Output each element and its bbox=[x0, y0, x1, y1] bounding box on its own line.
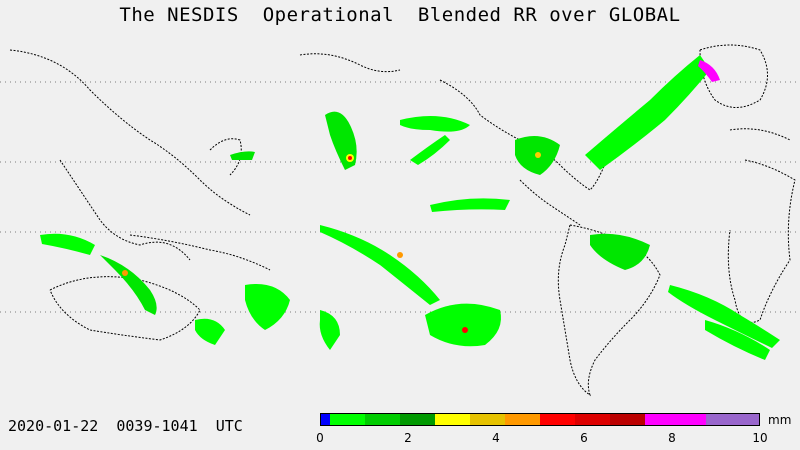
colorbar-segment bbox=[399, 414, 435, 425]
coastline-japan bbox=[209, 138, 242, 176]
map-title: The NESDIS Operational Blended RR over G… bbox=[119, 4, 681, 26]
coastline-europe-africa bbox=[727, 128, 796, 323]
colorbar-segment bbox=[539, 414, 575, 425]
coastline-australia bbox=[49, 276, 201, 341]
colorbar-segment bbox=[574, 414, 610, 425]
colorbar-tick-label: 8 bbox=[668, 431, 676, 445]
colorbar-segment bbox=[610, 414, 646, 425]
colorbar-tick-label: 4 bbox=[492, 431, 500, 445]
coastline-indonesia bbox=[129, 234, 271, 271]
rainfall-colorbar bbox=[320, 413, 760, 426]
colorbar-segment bbox=[329, 414, 365, 425]
precipitation-areas bbox=[40, 55, 780, 360]
precip-core-australia bbox=[122, 270, 128, 276]
coastline-alaska bbox=[299, 53, 401, 73]
colorbar-segment bbox=[321, 414, 330, 425]
colorbar-ticks: 0 2 4 6 8 10 bbox=[316, 431, 767, 447]
colorbar-tick-label: 2 bbox=[404, 431, 412, 445]
coastline-southeast-asia bbox=[59, 159, 191, 261]
precip-band-japan bbox=[230, 151, 255, 160]
precip-band-south-pacific bbox=[320, 225, 440, 305]
precip-core-south-pacific bbox=[397, 252, 403, 258]
colorbar-tick-label: 10 bbox=[752, 431, 768, 445]
colorbar-segment bbox=[434, 414, 470, 425]
precip-band-north-pacific-1 bbox=[400, 116, 470, 132]
coastline-north-america bbox=[439, 64, 701, 191]
precip-band-southern-ocean-east bbox=[705, 320, 770, 360]
colorbar-tick-label: 6 bbox=[580, 431, 588, 445]
colorbar-segment bbox=[706, 414, 759, 425]
coastline-greenland bbox=[699, 44, 768, 108]
colorbar-unit: mm bbox=[768, 413, 792, 427]
precip-band-southern-ocean-west bbox=[195, 318, 225, 345]
precip-peak-alaska bbox=[348, 156, 352, 160]
precip-core-gulf-coast bbox=[535, 152, 541, 158]
observation-time: 2020-01-22 0039-1041 UTC bbox=[8, 417, 243, 435]
precip-band-north-pacific-2 bbox=[410, 135, 450, 165]
precip-band-australia bbox=[100, 255, 157, 315]
latitude-gridlines bbox=[0, 81, 800, 313]
precip-band-south-indian-ocean bbox=[245, 284, 290, 330]
precip-band-southern-ocean bbox=[425, 303, 501, 347]
precip-core-southern-ocean bbox=[462, 327, 468, 333]
colorbar-tick-label: 0 bbox=[316, 431, 324, 445]
colorbar-segment bbox=[469, 414, 505, 425]
coastline-central-america bbox=[519, 179, 581, 226]
coastline-east-asia bbox=[9, 49, 251, 216]
colorbar-segment bbox=[364, 414, 400, 425]
precip-band-southern-ocean-central bbox=[319, 310, 340, 350]
colorbar-segment bbox=[645, 414, 707, 425]
precip-band-north-atlantic bbox=[585, 55, 710, 170]
precipitation-map bbox=[0, 44, 800, 397]
precip-band-south-america bbox=[590, 233, 650, 270]
precip-band-south-atlantic bbox=[668, 285, 780, 348]
precip-core-greenland bbox=[698, 60, 720, 82]
colorbar-segment bbox=[504, 414, 540, 425]
precip-band-eastern-pacific bbox=[430, 198, 510, 212]
precip-band-western-australia bbox=[40, 233, 95, 255]
